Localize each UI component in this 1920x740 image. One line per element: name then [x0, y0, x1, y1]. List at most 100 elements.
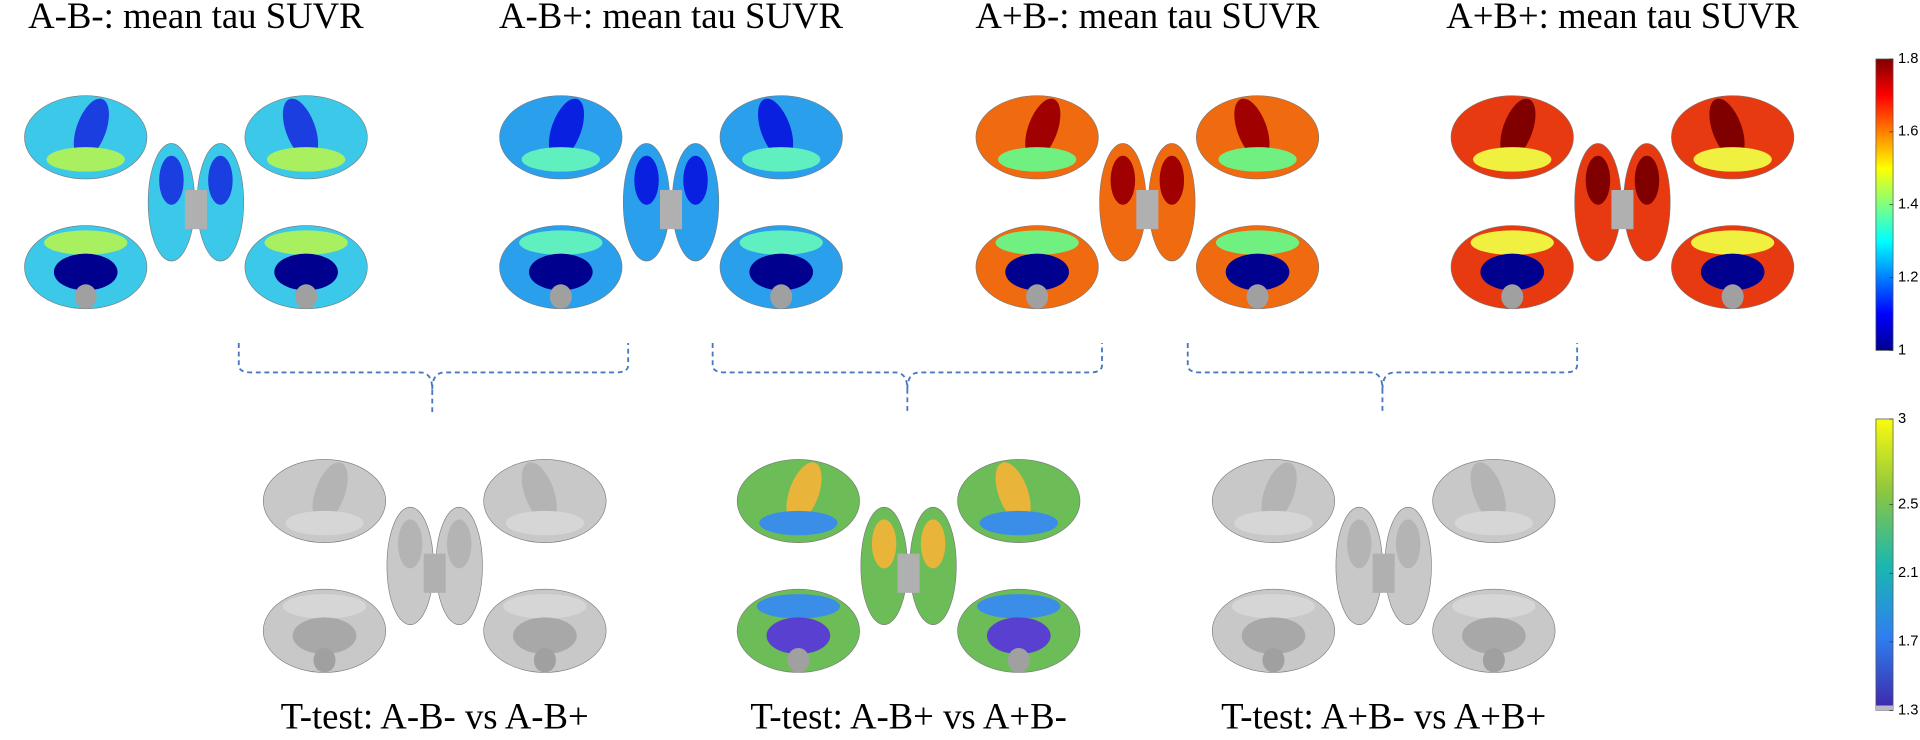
medial-core: [274, 253, 338, 291]
medial-core: [749, 253, 814, 291]
panel-title: T-test: A+B- vs A+B+: [1221, 696, 1546, 737]
dorsal-center: [897, 553, 920, 593]
region: [756, 594, 840, 619]
brainstem: [1482, 647, 1505, 673]
brain-views: [1211, 459, 1556, 673]
region: [1234, 510, 1313, 536]
brainstem: [787, 647, 810, 673]
panel-title: A+B+: mean tau SUVR: [1446, 0, 1799, 36]
region: [1470, 462, 1506, 523]
tick-label: 3: [1898, 411, 1906, 427]
region: [1585, 155, 1611, 205]
brain-views: [262, 459, 607, 673]
panel-title: A+B-: mean tau SUVR: [975, 0, 1320, 36]
region: [1218, 147, 1297, 172]
tick-label: 1.2: [1898, 269, 1918, 285]
brain-views: [24, 95, 368, 310]
brain-views: [1450, 95, 1795, 310]
brainstem: [1246, 284, 1269, 309]
region: [1231, 594, 1316, 619]
medial-core: [1241, 617, 1306, 655]
brain-views: [736, 459, 1081, 673]
dorsal-center: [184, 190, 207, 230]
tick-label: 2.5: [1898, 497, 1918, 513]
tick-label: 1.4: [1898, 197, 1918, 213]
region: [634, 155, 659, 205]
region: [739, 230, 823, 255]
brainstem: [1501, 284, 1524, 309]
medial-core: [766, 617, 831, 655]
region: [505, 510, 585, 536]
brain-views: [975, 95, 1320, 310]
brainstem: [313, 647, 336, 673]
region: [1234, 98, 1270, 160]
region: [979, 510, 1058, 536]
bracket: [711, 343, 1103, 413]
panel-title: A-B-: mean tau SUVR: [28, 0, 364, 36]
region: [786, 462, 822, 523]
region: [1452, 594, 1536, 619]
bracket: [237, 343, 630, 413]
region: [548, 98, 585, 160]
medial-core: [1700, 253, 1765, 291]
region: [1025, 98, 1061, 160]
medial-core: [528, 253, 593, 291]
tick-label: 1.6: [1898, 124, 1918, 140]
region: [1634, 155, 1660, 205]
medial-core: [53, 253, 118, 291]
panel-title: T-test: A-B+ vs A+B-: [750, 696, 1067, 737]
brainstem: [1721, 284, 1744, 309]
panel-title: T-test: A-B- vs A-B+: [281, 696, 589, 737]
region: [312, 462, 348, 523]
dorsal-center: [423, 553, 446, 593]
region: [208, 155, 233, 205]
region: [264, 230, 348, 255]
colorbar: [1875, 418, 1894, 711]
tick-label: 2.1: [1898, 565, 1918, 581]
bracket: [1186, 343, 1579, 413]
region: [1691, 230, 1775, 255]
brainstem: [549, 284, 572, 309]
region: [266, 147, 346, 172]
region: [73, 98, 109, 160]
region: [1500, 98, 1536, 160]
region: [1346, 519, 1372, 569]
medial-core: [1480, 253, 1545, 291]
region: [282, 98, 319, 160]
region: [1470, 230, 1554, 255]
region: [995, 230, 1079, 255]
brain-views: [499, 95, 843, 310]
brainstem: [1026, 284, 1049, 309]
region: [285, 510, 364, 536]
region: [995, 462, 1031, 523]
tick-label: 1.7: [1898, 634, 1918, 650]
medial-core: [1462, 617, 1526, 655]
dorsal-center: [660, 190, 683, 230]
tick-label: 1.8: [1898, 51, 1918, 67]
medial-core: [1005, 253, 1069, 291]
medial-core: [1225, 253, 1290, 291]
region: [503, 594, 587, 619]
brainstem: [770, 284, 793, 309]
brainstem: [533, 647, 556, 673]
region: [159, 155, 184, 205]
region: [1159, 155, 1185, 205]
region: [1473, 147, 1552, 172]
dorsal-center: [1372, 553, 1395, 593]
medial-core: [513, 617, 577, 655]
region: [683, 155, 708, 205]
region: [871, 519, 897, 569]
tick-label: 1: [1898, 342, 1906, 358]
region: [1110, 155, 1136, 205]
region: [1693, 147, 1772, 172]
region: [1261, 462, 1297, 523]
dorsal-center: [1611, 190, 1634, 230]
region: [521, 147, 600, 172]
region: [997, 147, 1077, 172]
region: [1215, 230, 1300, 255]
region: [519, 230, 603, 255]
colorbar-floor: [1875, 705, 1894, 711]
brainstem: [1262, 647, 1285, 673]
